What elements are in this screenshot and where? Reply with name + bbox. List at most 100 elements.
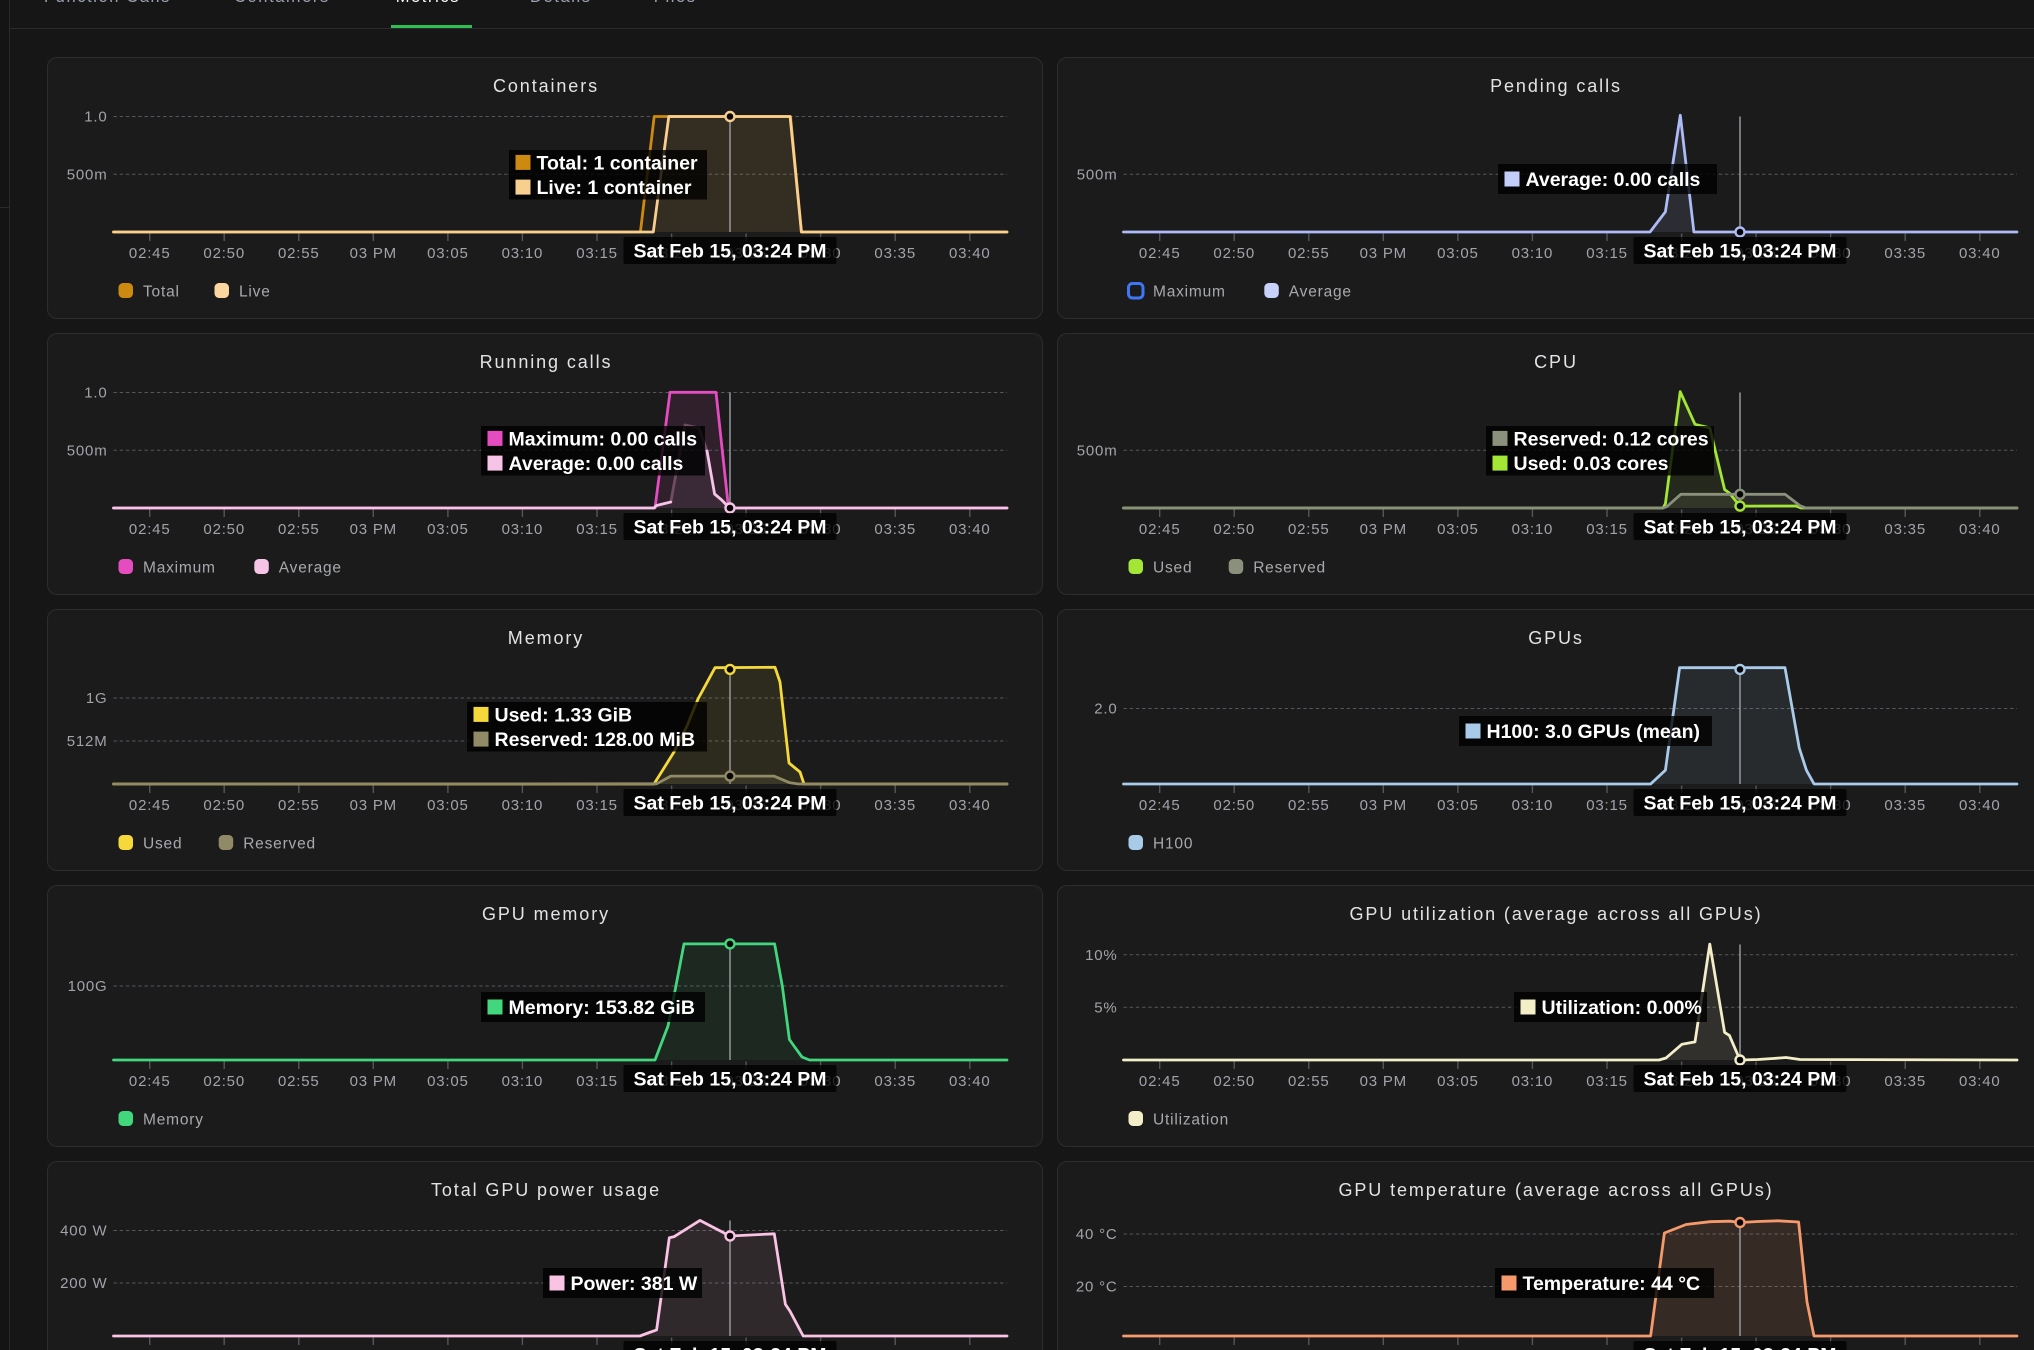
svg-text:03:35: 03:35 [874, 1073, 916, 1090]
svg-text:03:10: 03:10 [1512, 1073, 1554, 1090]
svg-text:Sat Feb 15, 03:24 PM: Sat Feb 15, 03:24 PM [1644, 241, 1837, 263]
svg-text:Sat Feb 15, 03:24 PM: Sat Feb 15, 03:24 PM [634, 1345, 827, 1350]
svg-text:Sat Feb 15, 03:24 PM: Sat Feb 15, 03:24 PM [634, 241, 827, 263]
svg-text:02:55: 02:55 [278, 1073, 320, 1090]
svg-text:200 W: 200 W [60, 1275, 107, 1292]
svg-text:03:05: 03:05 [427, 1073, 469, 1090]
svg-text:03:40: 03:40 [949, 521, 991, 538]
svg-text:Sat Feb 15, 03:24 PM: Sat Feb 15, 03:24 PM [634, 793, 827, 815]
svg-text:Containers: Containers [493, 76, 599, 96]
svg-text:02:45: 02:45 [1139, 797, 1181, 814]
svg-text:Power: 381 W: Power: 381 W [571, 1273, 698, 1295]
svg-text:Reserved: 0.12 cores: Reserved: 0.12 cores [1514, 428, 1709, 450]
svg-text:02:45: 02:45 [129, 797, 171, 814]
svg-text:03:05: 03:05 [1437, 521, 1479, 538]
svg-text:02:50: 02:50 [203, 245, 245, 262]
svg-text:Memory: 153.82 GiB: Memory: 153.82 GiB [509, 997, 695, 1019]
svg-text:Sat Feb 15, 03:24 PM: Sat Feb 15, 03:24 PM [1644, 1345, 1837, 1350]
svg-text:500m: 500m [67, 443, 108, 460]
svg-text:03:40: 03:40 [949, 797, 991, 814]
svg-text:Sat Feb 15, 03:24 PM: Sat Feb 15, 03:24 PM [634, 517, 827, 539]
svg-text:03:10: 03:10 [502, 245, 544, 262]
svg-text:Sat Feb 15, 03:24 PM: Sat Feb 15, 03:24 PM [634, 1069, 827, 1091]
svg-text:02:55: 02:55 [278, 521, 320, 538]
svg-text:500m: 500m [1077, 443, 1118, 460]
svg-text:03:15: 03:15 [1586, 245, 1628, 262]
svg-text:02:45: 02:45 [129, 521, 171, 538]
svg-text:03:10: 03:10 [502, 521, 544, 538]
svg-text:03 PM: 03 PM [350, 521, 397, 538]
svg-text:03:15: 03:15 [576, 797, 618, 814]
svg-text:02:55: 02:55 [278, 797, 320, 814]
svg-text:03:05: 03:05 [1437, 1073, 1479, 1090]
svg-text:Live: 1 container: Live: 1 container [537, 177, 692, 199]
svg-text:03 PM: 03 PM [350, 245, 397, 262]
svg-text:Sat Feb 15, 03:24 PM: Sat Feb 15, 03:24 PM [1644, 793, 1837, 815]
svg-text:02:55: 02:55 [1288, 245, 1330, 262]
svg-text:Total: Total [143, 284, 180, 301]
svg-text:02:45: 02:45 [1139, 521, 1181, 538]
svg-text:GPUs: GPUs [1528, 628, 1584, 648]
svg-text:Average: Average [279, 560, 342, 577]
svg-text:500m: 500m [67, 167, 108, 184]
svg-text:03:35: 03:35 [1884, 797, 1926, 814]
svg-text:Sat Feb 15, 03:24 PM: Sat Feb 15, 03:24 PM [1644, 517, 1837, 539]
svg-text:03:05: 03:05 [427, 245, 469, 262]
svg-text:Pending calls: Pending calls [1490, 76, 1622, 96]
svg-text:03:15: 03:15 [1586, 797, 1628, 814]
svg-text:03:15: 03:15 [576, 1073, 618, 1090]
svg-text:GPU utilization (average acros: GPU utilization (average across all GPUs… [1349, 904, 1762, 924]
svg-text:03:35: 03:35 [874, 521, 916, 538]
svg-text:512M: 512M [67, 733, 108, 750]
svg-text:03:35: 03:35 [874, 797, 916, 814]
svg-text:03:10: 03:10 [1512, 521, 1554, 538]
svg-text:03:40: 03:40 [1959, 797, 2001, 814]
svg-text:40 °C: 40 °C [1076, 1226, 1118, 1243]
svg-text:Maximum: Maximum [1153, 284, 1226, 301]
svg-text:H100: H100 [1153, 836, 1193, 853]
svg-text:2.0: 2.0 [1094, 701, 1117, 718]
svg-text:03:15: 03:15 [1586, 521, 1628, 538]
svg-text:03:15: 03:15 [1586, 1073, 1628, 1090]
svg-text:1.0: 1.0 [84, 109, 107, 126]
svg-text:02:50: 02:50 [1213, 245, 1255, 262]
svg-text:03:05: 03:05 [1437, 245, 1479, 262]
svg-text:03 PM: 03 PM [350, 797, 397, 814]
svg-text:02:55: 02:55 [1288, 521, 1330, 538]
svg-text:Reserved: Reserved [243, 836, 316, 853]
svg-text:02:55: 02:55 [1288, 797, 1330, 814]
svg-text:03:15: 03:15 [576, 245, 618, 262]
svg-text:03:40: 03:40 [949, 245, 991, 262]
svg-text:02:50: 02:50 [203, 797, 245, 814]
svg-text:03 PM: 03 PM [1360, 245, 1407, 262]
svg-text:03 PM: 03 PM [1360, 1073, 1407, 1090]
svg-text:Sat Feb 15, 03:24 PM: Sat Feb 15, 03:24 PM [1644, 1069, 1837, 1091]
svg-text:03:05: 03:05 [427, 521, 469, 538]
svg-text:Maximum: 0.00 calls: Maximum: 0.00 calls [509, 428, 698, 450]
svg-text:03:35: 03:35 [1884, 1073, 1926, 1090]
svg-text:10%: 10% [1085, 947, 1117, 964]
svg-text:Reserved: Reserved [1253, 560, 1326, 577]
svg-text:500m: 500m [1077, 167, 1118, 184]
svg-text:02:55: 02:55 [1288, 1073, 1330, 1090]
svg-text:03:40: 03:40 [1959, 1073, 2001, 1090]
svg-text:Used: 1.33 GiB: Used: 1.33 GiB [495, 704, 633, 726]
svg-text:Live: Live [239, 284, 271, 301]
svg-text:02:45: 02:45 [1139, 1073, 1181, 1090]
svg-text:Running calls: Running calls [480, 352, 613, 372]
svg-text:02:50: 02:50 [1213, 797, 1255, 814]
svg-text:03:10: 03:10 [1512, 245, 1554, 262]
svg-text:02:50: 02:50 [203, 521, 245, 538]
svg-text:02:55: 02:55 [278, 245, 320, 262]
svg-text:02:45: 02:45 [129, 1073, 171, 1090]
svg-text:03:10: 03:10 [502, 1073, 544, 1090]
svg-text:Average: Average [1289, 284, 1352, 301]
svg-text:5%: 5% [1094, 1000, 1117, 1017]
svg-text:03:35: 03:35 [1884, 245, 1926, 262]
svg-text:03:40: 03:40 [1959, 521, 2001, 538]
svg-text:Total GPU power usage: Total GPU power usage [431, 1180, 661, 1200]
svg-text:20 °C: 20 °C [1076, 1279, 1118, 1296]
svg-text:CPU: CPU [1534, 352, 1578, 372]
svg-text:03 PM: 03 PM [1360, 797, 1407, 814]
svg-text:Average: 0.00 calls: Average: 0.00 calls [1526, 169, 1701, 191]
